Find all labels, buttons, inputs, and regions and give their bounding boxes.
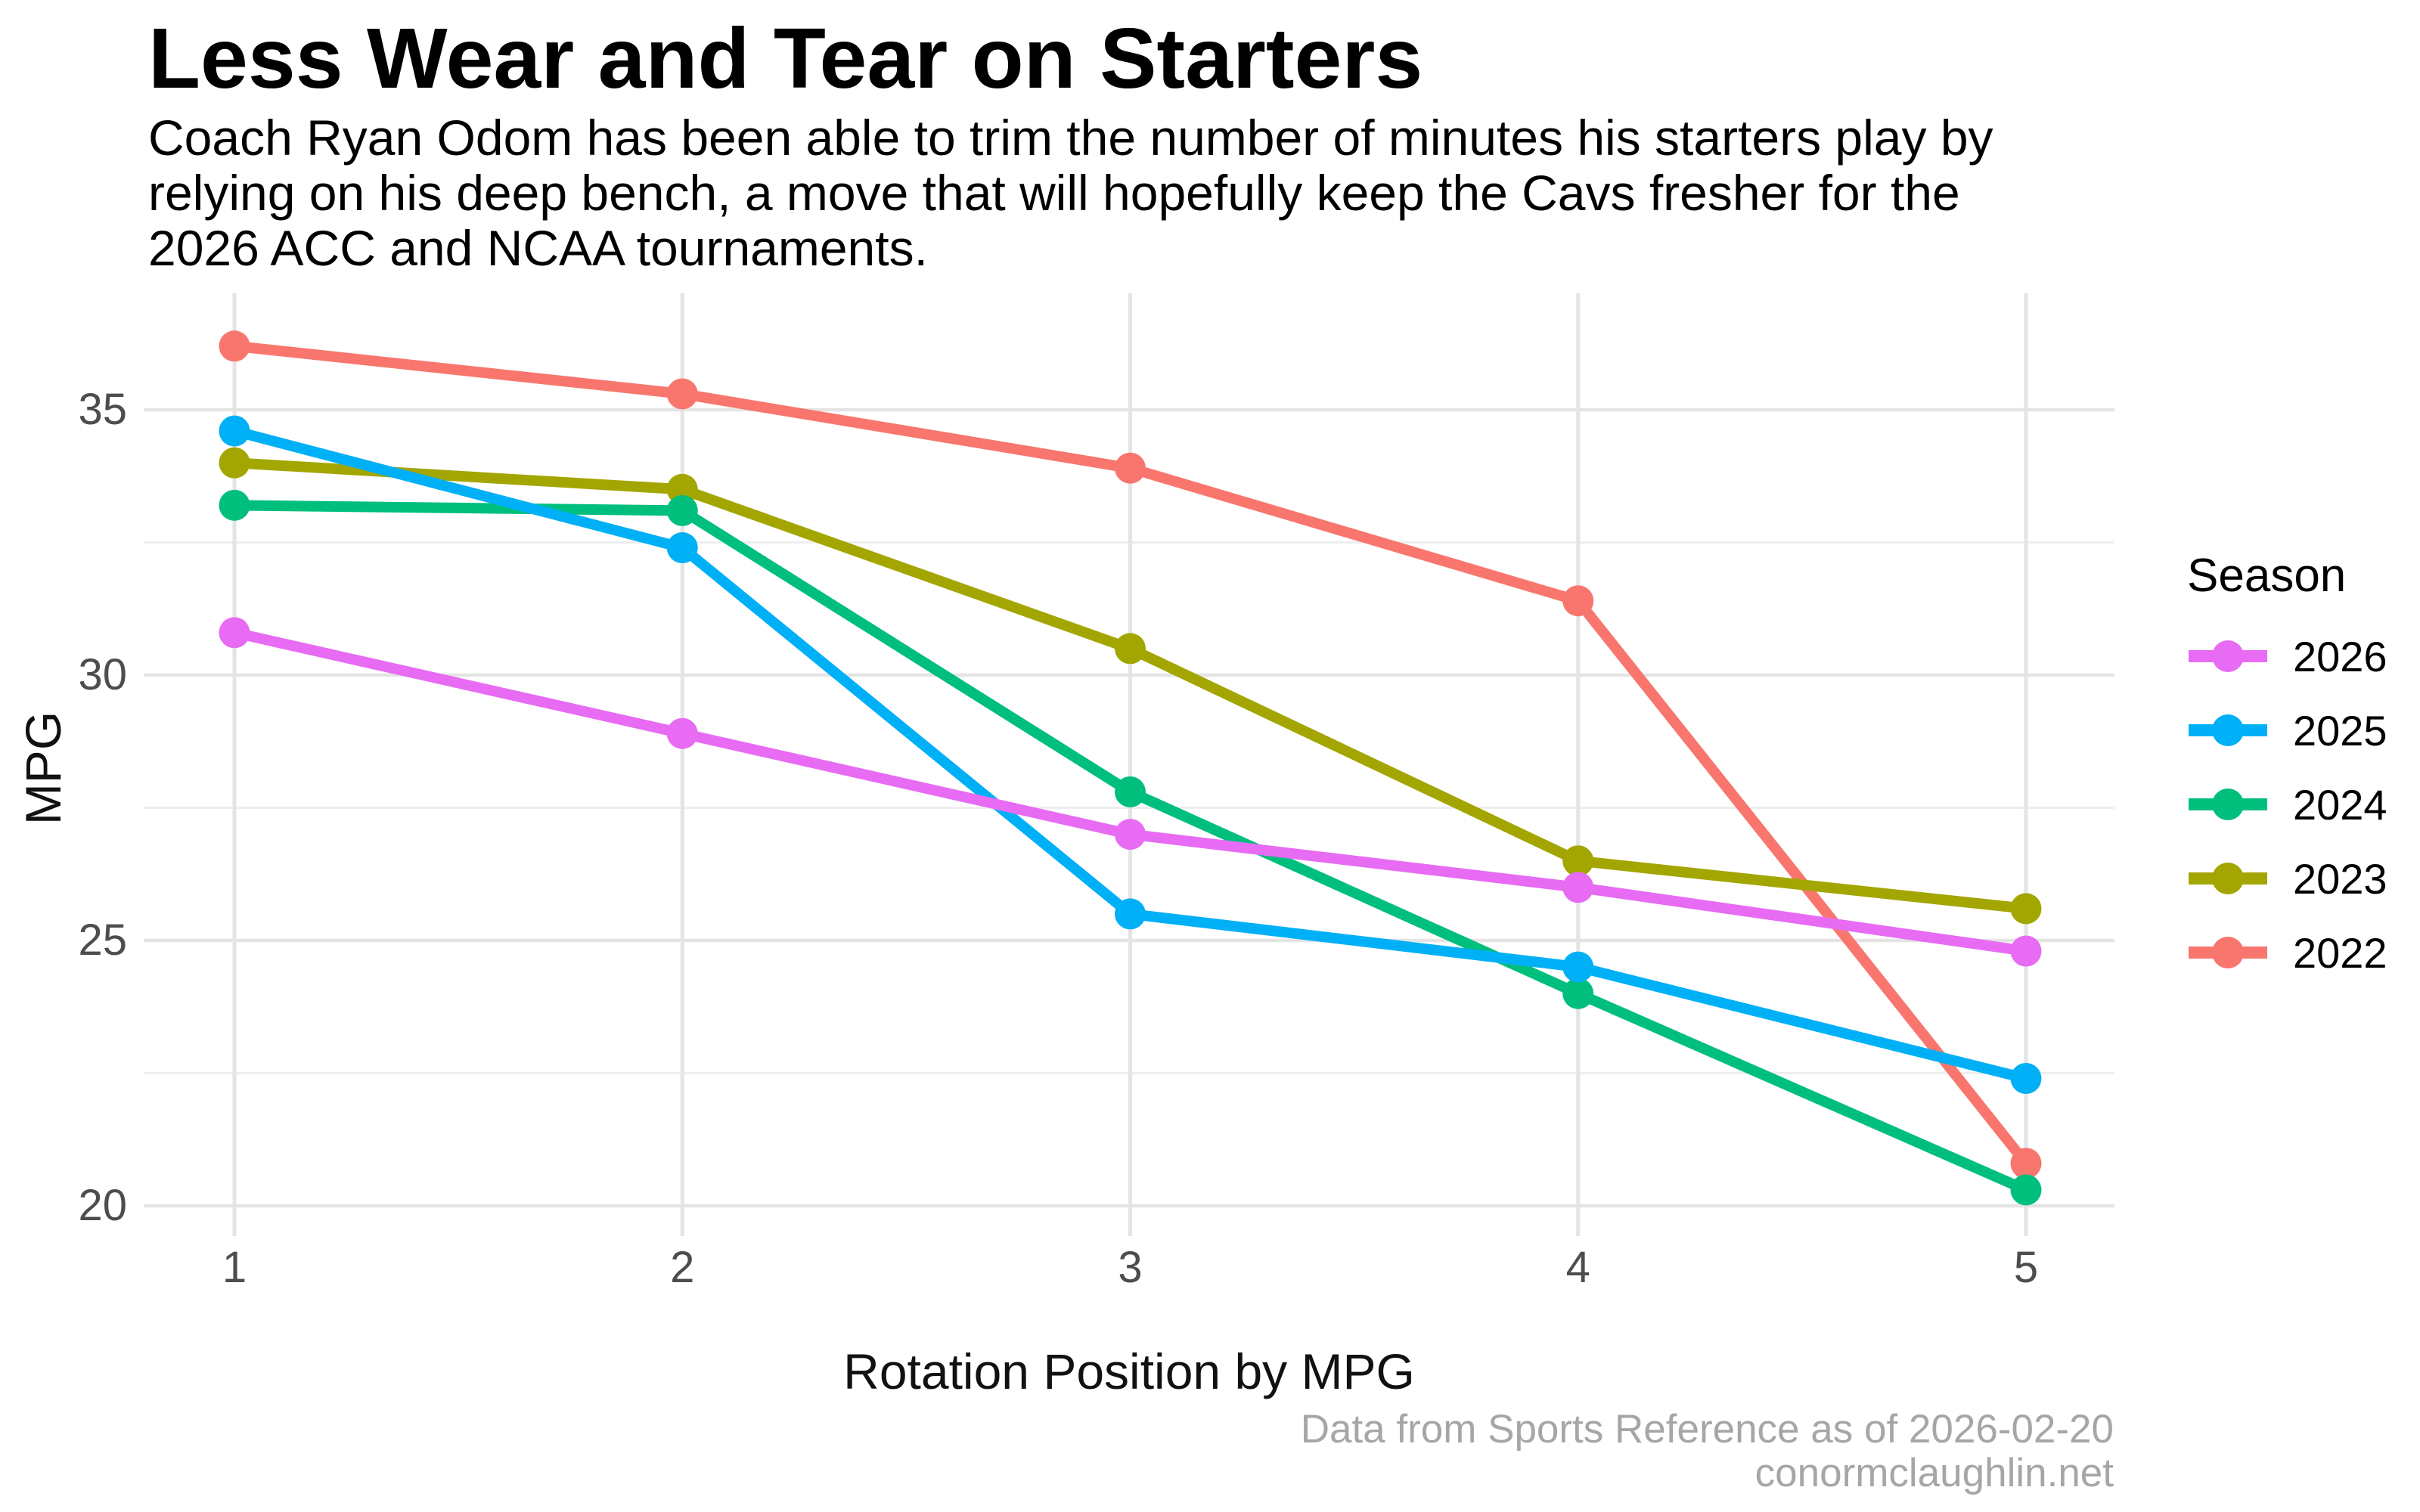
data-point-2022-3	[1115, 452, 1146, 484]
series-layer	[219, 330, 2042, 1206]
data-point-2024-3	[1115, 776, 1146, 807]
subtitle-line-1: Coach Ryan Odom has been able to trim th…	[148, 110, 1993, 166]
data-point-2024-5	[2010, 1174, 2042, 1206]
chart-subtitle: Coach Ryan Odom has been able to trim th…	[148, 110, 1993, 276]
data-point-2022-5	[2010, 1148, 2042, 1179]
subtitle-line-2: relying on his deep bench, a move that w…	[148, 165, 1960, 221]
legend-title: Season	[2187, 550, 2347, 602]
legend-entry-2022: 2022	[2178, 916, 2387, 990]
legend-entry-label: 2022	[2293, 928, 2387, 977]
data-point-2022-4	[1562, 585, 1594, 617]
data-point-2025-2	[666, 532, 698, 564]
data-point-2025-3	[1115, 898, 1146, 930]
legend-entry-2024: 2024	[2178, 767, 2387, 841]
legend-entry-label: 2025	[2293, 706, 2387, 754]
x-tick-label-3: 3	[1118, 1243, 1143, 1292]
legend-key-icon	[2189, 788, 2267, 821]
legend-entry-label: 2023	[2293, 854, 2387, 903]
subtitle-line-3: 2026 ACC and NCAA tournaments.	[148, 220, 928, 276]
y-tick-label-25: 25	[78, 916, 127, 965]
data-point-2022-1	[219, 330, 250, 362]
legend-entry-label: 2026	[2293, 632, 2387, 680]
legend: Season 2026 2025 2024 2023 2022	[2178, 529, 2420, 1058]
data-point-2025-4	[1562, 951, 1594, 983]
data-point-2025-1	[219, 415, 250, 447]
legend-key-icon	[2189, 714, 2267, 747]
data-point-2026-3	[1115, 819, 1146, 850]
data-point-2026-4	[1562, 872, 1594, 903]
chart-title: Less Wear and Tear on Starters	[148, 11, 1423, 106]
caption-source: Data from Sports Reference as of 2026-02…	[1300, 1407, 2114, 1452]
data-point-2026-2	[666, 717, 698, 749]
legend-entry-label: 2024	[2293, 780, 2387, 829]
x-tick-label-4: 4	[1565, 1243, 1590, 1292]
data-point-2023-2	[666, 473, 698, 505]
data-point-2023-5	[2010, 893, 2042, 925]
caption-site: conormclaughlin.net	[1754, 1451, 2114, 1495]
data-point-2022-2	[666, 378, 698, 410]
legend-key-icon	[2189, 862, 2267, 895]
legend-entry-2023: 2023	[2178, 841, 2387, 916]
data-point-2023-3	[1115, 633, 1146, 665]
legend-entry-2025: 2025	[2178, 693, 2387, 767]
data-point-2023-4	[1562, 845, 1594, 877]
x-tick-label-5: 5	[2013, 1243, 2039, 1292]
y-tick-label-20: 20	[78, 1181, 127, 1230]
data-point-2024-4	[1562, 978, 1594, 1009]
data-point-2026-5	[2010, 935, 2042, 967]
x-axis-title: Rotation Position by MPG	[843, 1343, 1415, 1399]
grid-major	[144, 293, 2114, 1236]
data-point-2025-5	[2010, 1063, 2042, 1095]
y-axis-title: MPG	[15, 711, 71, 826]
legend-key-icon	[2189, 640, 2267, 673]
legend-entry-2026: 2026	[2178, 619, 2387, 693]
x-tick-label-1: 1	[222, 1243, 247, 1292]
data-point-2024-1	[219, 489, 250, 521]
y-tick-label-35: 35	[78, 385, 127, 434]
legend-key-icon	[2189, 936, 2267, 969]
data-point-2024-2	[666, 494, 698, 526]
y-tick-label-30: 30	[78, 650, 127, 699]
data-point-2026-1	[219, 617, 250, 649]
data-point-2023-1	[219, 447, 250, 479]
x-tick-label-2: 2	[670, 1243, 695, 1292]
